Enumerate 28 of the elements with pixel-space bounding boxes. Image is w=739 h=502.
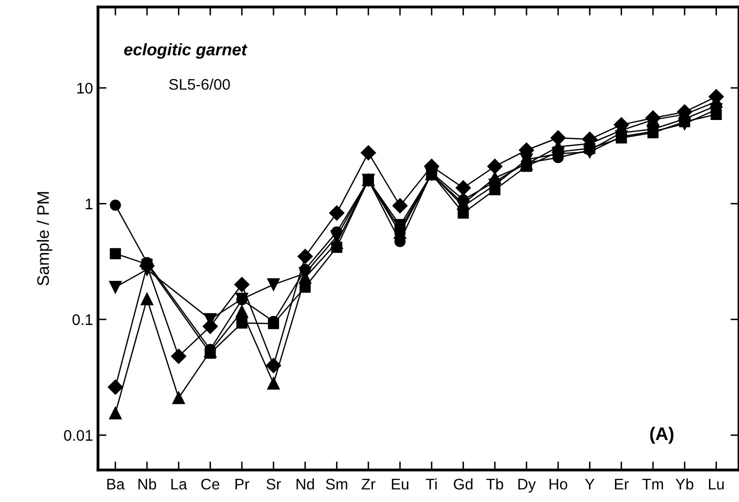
x-tick-label: Sr <box>266 478 281 490</box>
y-tick-label: 10 <box>77 82 93 94</box>
x-tick-label: Nb <box>138 478 156 490</box>
x-tick-label: Y <box>584 478 594 490</box>
x-tick-label: Yb <box>676 478 694 490</box>
x-tick-label: Dy <box>518 478 536 493</box>
x-tick-label: Pr <box>236 478 250 490</box>
x-tick-label: Gd <box>454 478 472 490</box>
y-tick-label: 0.01 <box>64 430 92 441</box>
x-tick-label: Eu <box>392 478 408 490</box>
x-tick-label: Ti <box>426 478 437 490</box>
x-tick-label: Tm <box>642 478 664 490</box>
x-tick-label: Sm <box>326 478 348 490</box>
x-tick-label: Lu <box>708 478 724 490</box>
x-tick-label: Tb <box>486 478 504 490</box>
x-tick-label: Ba <box>107 478 125 490</box>
annotation: eclogitic garnet <box>124 43 248 59</box>
x-tick-label: Ce <box>201 478 220 490</box>
y-axis-title: Sample / PM <box>36 192 52 286</box>
x-tick-label: Zr <box>362 478 376 490</box>
x-tick-label: Ho <box>550 478 568 490</box>
annotation: (A) <box>650 426 674 444</box>
y-tick-label: 1 <box>86 198 92 210</box>
x-tick-label: Er <box>614 478 629 490</box>
y-tick-label: 0.1 <box>72 314 92 326</box>
x-tick-label: La <box>171 478 188 490</box>
annotation: SL5-6/00 <box>169 78 230 90</box>
x-tick-label: Nd <box>296 478 314 490</box>
